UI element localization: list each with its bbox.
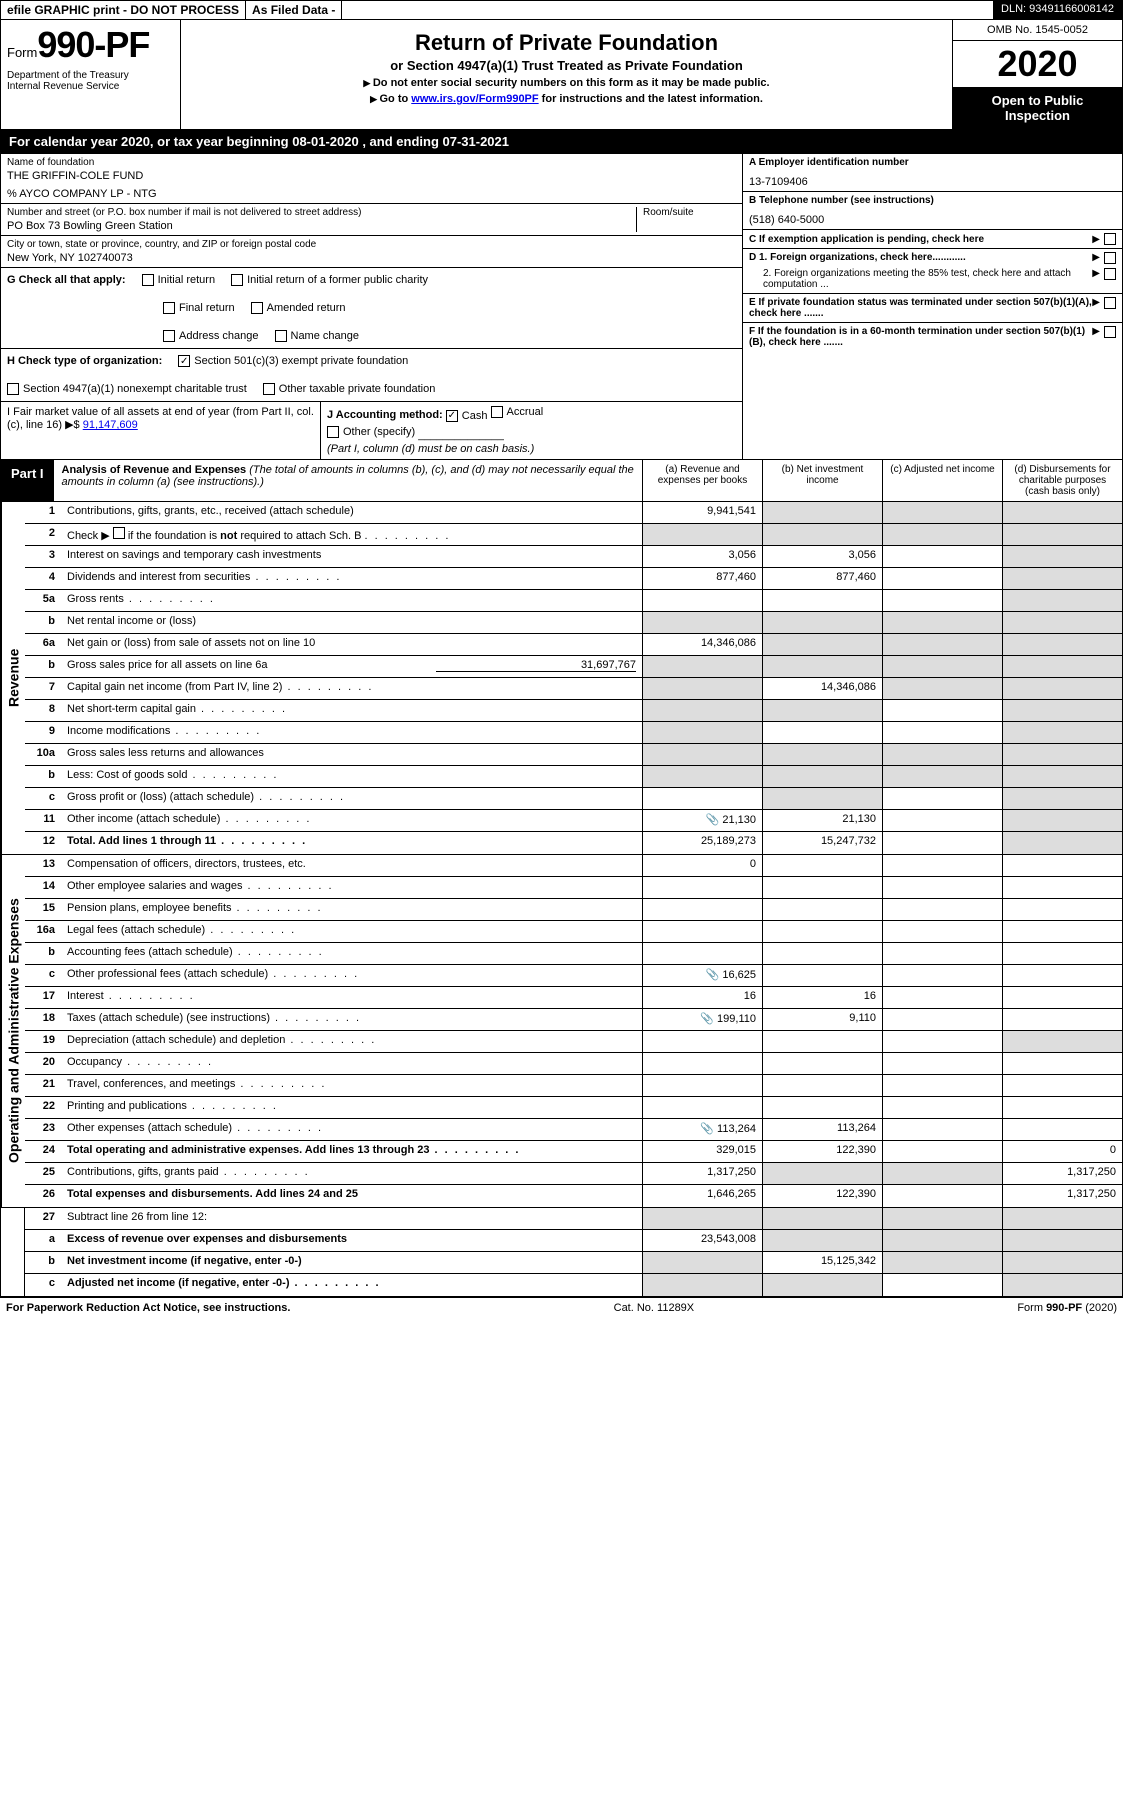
tax-year: 2020 [953,41,1122,87]
title-block: Return of Private Foundation or Section … [181,20,952,129]
i-j-row: I Fair market value of all assets at end… [1,402,742,459]
expenses-side-label: Operating and Administrative Expenses [1,855,25,1207]
part1-label: Part I [1,460,54,501]
chk-f[interactable] [1104,326,1116,338]
col-c-hdr: (c) Adjusted net income [882,460,1002,501]
chk-other-taxable[interactable]: Other taxable private foundation [263,383,436,395]
note-1: Do not enter social security numbers on … [187,77,946,89]
page-footer: For Paperwork Reduction Act Notice, see … [0,1297,1123,1318]
attach-icon[interactable]: 📎 [706,814,720,826]
chk-d1[interactable] [1104,252,1116,264]
address-row: Number and street (or P.O. box number if… [1,204,742,236]
city-row: City or town, state or province, country… [1,236,742,268]
dept-label: Department of the Treasury Internal Reve… [7,70,174,92]
inspection-label: Open to Public Inspection [953,87,1122,129]
chk-name[interactable]: Name change [275,330,360,342]
col-a-hdr: (a) Revenue and expenses per books [642,460,762,501]
foundation-name-row: Name of foundation THE GRIFFIN-COLE FUND… [1,154,742,204]
d-row: D 1. Foreign organizations, check here..… [743,249,1122,294]
calendar-year: For calendar year 2020, or tax year begi… [0,130,1123,154]
footer-left: For Paperwork Reduction Act Notice, see … [6,1302,290,1314]
chk-initial[interactable]: Initial return [142,274,215,286]
attach-icon[interactable]: 📎 [706,969,720,981]
top-bar: efile GRAPHIC print - DO NOT PROCESS As … [0,0,1123,20]
part1-desc: Analysis of Revenue and Expenses (The to… [54,460,642,501]
footer-mid: Cat. No. 11289X [614,1302,695,1314]
chk-exemption[interactable] [1104,233,1116,245]
chk-accrual[interactable]: Accrual [491,406,544,418]
note-2: Go to www.irs.gov/Form990PF for instruct… [187,93,946,105]
e-row: E If private foundation status was termi… [743,294,1122,323]
col-b-hdr: (b) Net investment income [762,460,882,501]
phone-row: B Telephone number (see instructions) (5… [743,192,1122,230]
attach-icon[interactable]: 📎 [700,1123,714,1135]
chk-501c3[interactable]: Section 501(c)(3) exempt private foundat… [178,355,408,367]
chk-other-method[interactable]: Other (specify) [327,426,415,438]
form-subtitle: or Section 4947(a)(1) Trust Treated as P… [187,58,946,73]
form-number-block: Form990-PF Department of the Treasury In… [1,20,181,129]
form-prefix: Form [7,45,37,60]
chk-amended[interactable]: Amended return [251,302,346,314]
f-row: F If the foundation is in a 60-month ter… [743,323,1122,351]
efile-label: efile GRAPHIC print - DO NOT PROCESS [1,1,246,19]
form-number: 990-PF [37,24,149,65]
chk-d2[interactable] [1104,268,1116,280]
g-checkboxes: G Check all that apply: Initial return I… [1,268,742,349]
chk-cash[interactable]: Cash [446,410,488,422]
attach-icon[interactable]: 📎 [700,1013,714,1025]
year-block: OMB No. 1545-0052 2020 Open to Public In… [952,20,1122,129]
chk-4947[interactable]: Section 4947(a)(1) nonexempt charitable … [7,383,247,395]
form-title: Return of Private Foundation [187,30,946,56]
part1-header: Part I Analysis of Revenue and Expenses … [0,460,1123,502]
asfiled-label: As Filed Data - [246,1,342,19]
chk-schb[interactable] [113,527,125,539]
dln-label: DLN: 93491166008142 [993,1,1122,19]
form-header: Form990-PF Department of the Treasury In… [0,20,1123,130]
expenses-section: Operating and Administrative Expenses 13… [0,855,1123,1208]
fmv-value[interactable]: 91,147,609 [83,419,138,431]
chk-address[interactable]: Address change [163,330,259,342]
info-section: Name of foundation THE GRIFFIN-COLE FUND… [0,154,1123,460]
revenue-section: Revenue 1Contributions, gifts, grants, e… [0,502,1123,855]
footer-right: Form 990-PF (2020) [1017,1302,1117,1314]
col-d-hdr: (d) Disbursements for charitable purpose… [1002,460,1122,501]
chk-final[interactable]: Final return [163,302,235,314]
line27-section: 27Subtract line 26 from line 12: aExcess… [0,1208,1123,1297]
chk-initial-former[interactable]: Initial return of a former public charit… [231,274,428,286]
c-row: C If exemption application is pending, c… [743,230,1122,249]
ein-row: A Employer identification number 13-7109… [743,154,1122,192]
revenue-side-label: Revenue [1,502,25,854]
omb-label: OMB No. 1545-0052 [953,20,1122,41]
h-checkboxes: H Check type of organization: Section 50… [1,349,742,402]
instructions-link[interactable]: www.irs.gov/Form990PF [411,93,538,105]
chk-e[interactable] [1104,297,1116,309]
